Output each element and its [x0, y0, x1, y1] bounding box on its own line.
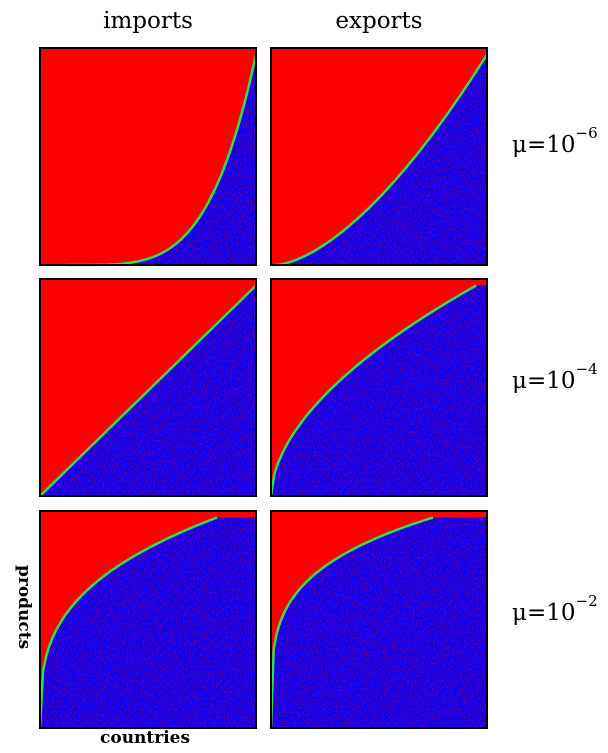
speckle-overlay	[40, 517, 256, 728]
speckle-overlay	[65, 54, 257, 265]
fit-curve	[269, 284, 477, 497]
speckle-overlay	[271, 285, 487, 496]
panel-r2-c1	[39, 278, 257, 497]
fit-curve	[39, 284, 257, 497]
column-title-exports: exports	[335, 8, 423, 34]
panel-frame	[39, 47, 257, 266]
fit-curve	[38, 516, 218, 729]
fit-curve	[269, 516, 434, 729]
x-axis-label: countries	[100, 728, 191, 748]
row-label-mu-1e-4: μ=10−4	[512, 360, 598, 394]
speckle-overlay	[275, 54, 487, 265]
column-title-imports: imports	[103, 8, 193, 34]
panel-r3-c2	[269, 510, 488, 729]
panel-frame	[39, 278, 257, 497]
row-label-mu-1e-2: μ=10−2	[512, 592, 598, 626]
panel-frame	[270, 47, 488, 266]
panel-r3-c1	[38, 510, 257, 729]
speckle-overlay	[271, 517, 487, 728]
panel-frame	[270, 510, 488, 729]
panel-r1-c2	[270, 47, 489, 267]
panel-frame	[270, 278, 488, 497]
panel-r1-c1	[39, 47, 258, 267]
panel-frame	[39, 510, 257, 729]
row-label-mu-1e-6: μ=10−6	[512, 124, 598, 158]
panel-r2-c2	[269, 278, 488, 497]
fit-curve	[275, 53, 489, 267]
